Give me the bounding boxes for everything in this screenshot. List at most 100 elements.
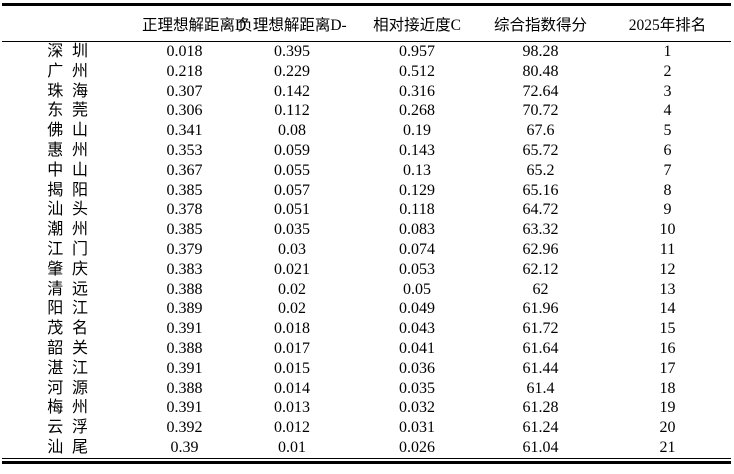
cell-d_plus: 0.385	[166, 181, 203, 199]
city-name: 汕尾	[47, 438, 97, 456]
cell-score: 67.6	[526, 122, 555, 140]
cell-d_minus: 0.051	[274, 201, 310, 219]
cell-rank: 12	[659, 260, 676, 278]
table-row: 汕尾 0.39 0.01 0.026 61.04 21	[2, 437, 731, 459]
cell-d_plus: 0.367	[166, 161, 203, 179]
cell-score: 61.24	[522, 419, 559, 437]
cell-city: 中山	[2, 161, 142, 181]
cell-score: 64.72	[522, 201, 559, 219]
cell-c: 0.05	[403, 280, 431, 298]
cell-score: 65.16	[522, 181, 559, 199]
header-city	[2, 6, 142, 42]
header-rank: 2025年排名	[604, 6, 731, 42]
cell-c: 0.043	[399, 320, 435, 338]
cell-c: 0.049	[399, 300, 435, 318]
cell-city: 汕头	[2, 200, 142, 220]
cell-city: 佛山	[2, 121, 142, 141]
table-body: 深圳 0.018 0.395 0.957 98.28 1 广州 0.218 0.229 0.512…	[2, 42, 731, 459]
table-row: 云浮 0.392 0.012 0.031 61.24 20	[2, 418, 731, 438]
cell-c: 0.036	[399, 359, 435, 377]
cell-d_plus: 0.018	[166, 43, 203, 60]
table-row: 东莞 0.306 0.112 0.268 70.72 4	[2, 101, 731, 121]
cell-d_plus: 0.353	[166, 141, 203, 159]
cell-city: 惠州	[2, 141, 142, 161]
cell-city: 韶关	[2, 339, 142, 359]
cell-city: 珠海	[2, 82, 142, 102]
cell-score: 62.12	[522, 260, 559, 278]
table-header: 正理想解距离D 负理想解距离D- 相对接近度C 综合指数得分 2025年排名	[2, 6, 731, 42]
cell-d_plus: 0.391	[166, 320, 203, 338]
cell-score: 62.96	[522, 240, 559, 258]
table-row: 肇庆 0.383 0.021 0.053 62.12 12	[2, 260, 731, 280]
city-name: 惠州	[47, 141, 97, 159]
cell-c: 0.512	[399, 62, 435, 80]
cell-rank: 17	[659, 359, 676, 377]
cell-rank: 16	[659, 339, 676, 357]
header-row: 正理想解距离D 负理想解距离D- 相对接近度C 综合指数得分 2025年排名	[2, 6, 731, 42]
cell-c: 0.129	[399, 181, 435, 199]
cell-rank: 21	[604, 437, 731, 459]
city-name: 河源	[47, 379, 97, 397]
table-row: 阳江 0.389 0.02 0.049 61.96 14	[2, 299, 731, 319]
header-d-minus: 负理想解距离D-	[227, 6, 357, 42]
cell-d_plus: 0.341	[166, 122, 203, 140]
city-name: 揭阳	[47, 181, 97, 199]
cell-d_plus: 0.388	[166, 339, 203, 357]
city-name: 潮州	[47, 221, 97, 239]
cell-rank: 1	[663, 43, 672, 60]
city-name: 阳江	[47, 300, 97, 318]
cell-d_plus: 0.39	[142, 437, 227, 459]
table-row: 韶关 0.388 0.017 0.041 61.64 16	[2, 339, 731, 359]
table-row: 揭阳 0.385 0.057 0.129 65.16 8	[2, 181, 731, 201]
city-name: 珠海	[47, 82, 97, 100]
cell-city: 深圳	[2, 42, 142, 62]
cell-score: 63.32	[522, 221, 559, 239]
cell-c: 0.268	[399, 102, 435, 120]
cell-d_plus: 0.389	[166, 300, 203, 318]
cell-city: 汕尾	[2, 437, 142, 459]
cell-rank: 13	[659, 280, 676, 298]
table-row: 广州 0.218 0.229 0.512 80.48 2	[2, 62, 731, 82]
cell-score: 61.44	[522, 359, 559, 377]
table-row: 汕头 0.378 0.051 0.118 64.72 9	[2, 200, 731, 220]
cell-city: 梅州	[2, 398, 142, 418]
cell-d_plus: 0.218	[166, 62, 203, 80]
cell-score: 80.48	[522, 62, 559, 80]
cell-c: 0.316	[399, 82, 435, 100]
cell-d_minus: 0.014	[274, 379, 310, 397]
cell-d_plus: 0.388	[166, 379, 203, 397]
cell-score: 61.04	[477, 437, 604, 459]
cell-d_minus: 0.01	[227, 437, 357, 459]
cell-c: 0.035	[399, 379, 435, 397]
table-row: 湛江 0.391 0.015 0.036 61.44 17	[2, 359, 731, 379]
cell-score: 65.2	[526, 161, 555, 179]
cell-c: 0.083	[399, 221, 435, 239]
cell-score: 61.96	[522, 300, 559, 318]
cell-d_plus: 0.388	[166, 280, 203, 298]
cell-city: 阳江	[2, 299, 142, 319]
cell-d_minus: 0.059	[274, 141, 310, 159]
cell-d_plus: 0.391	[166, 359, 203, 377]
cell-d_plus: 0.379	[166, 240, 203, 258]
cell-rank: 10	[659, 221, 676, 239]
cell-rank: 7	[663, 161, 672, 179]
topsis-results-table-wrapper: 正理想解距离D 负理想解距离D- 相对接近度C 综合指数得分 2025年排名 深…	[2, 3, 731, 464]
cell-rank: 20	[659, 419, 676, 437]
cell-rank: 5	[663, 122, 672, 140]
cell-d_minus: 0.142	[274, 82, 310, 100]
cell-d_minus: 0.017	[274, 339, 310, 357]
city-name: 中山	[47, 161, 97, 179]
cell-rank: 15	[659, 320, 676, 338]
cell-d_plus: 0.307	[166, 82, 203, 100]
cell-city: 河源	[2, 379, 142, 399]
cell-city: 广州	[2, 62, 142, 82]
cell-city: 茂名	[2, 319, 142, 339]
cell-d_minus: 0.229	[274, 62, 310, 80]
cell-city: 湛江	[2, 359, 142, 379]
cell-d_plus: 0.385	[166, 221, 203, 239]
city-name: 东莞	[47, 102, 97, 120]
cell-city: 云浮	[2, 418, 142, 438]
cell-d_plus: 0.391	[166, 399, 203, 417]
cell-c: 0.957	[399, 43, 435, 60]
cell-d_minus: 0.021	[274, 260, 310, 278]
